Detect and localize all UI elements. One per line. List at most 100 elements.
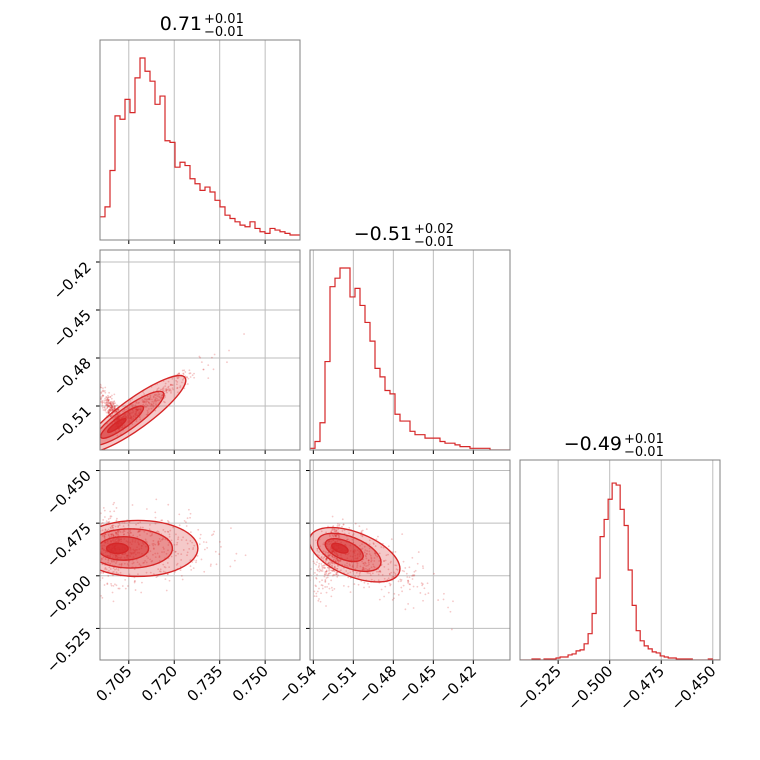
scatter-point (378, 570, 381, 573)
scatter-point (106, 583, 109, 585)
scatter-point (363, 581, 366, 584)
x-tick-label: 0.735 (183, 662, 226, 705)
scatter-point (157, 542, 160, 545)
scatter-point (146, 395, 149, 398)
scatter-point (319, 569, 322, 572)
scatter-point (347, 538, 349, 541)
scatter-point (158, 543, 160, 546)
scatter-point (107, 411, 110, 414)
scatter-point (109, 395, 112, 398)
scatter-point (144, 405, 147, 408)
scatter-point (95, 521, 97, 523)
scatter-point (109, 402, 112, 405)
scatter-point (115, 410, 118, 413)
scatter-point (333, 528, 336, 531)
scatter-point (176, 391, 179, 394)
scatter-point (104, 404, 107, 407)
axes-frame (99, 249, 301, 451)
scatter-point (213, 530, 215, 533)
scatter-point (331, 529, 334, 531)
scatter-point (147, 398, 150, 400)
scatter-point (165, 389, 168, 392)
scatter-point (176, 387, 179, 390)
scatter-point (374, 552, 377, 555)
scatter-point (154, 399, 157, 402)
scatter-point (193, 544, 196, 547)
scatter-point (95, 547, 97, 549)
scatter-point (100, 558, 103, 561)
scatter-point (361, 560, 363, 563)
scatter-point (335, 530, 338, 532)
scatter-point (147, 401, 150, 404)
y-tick-label: −0.475 (43, 519, 95, 571)
scatter-point (184, 371, 187, 373)
scatter-point (400, 580, 402, 583)
scatter-point (147, 408, 150, 410)
scatter-point (83, 558, 85, 560)
panel-title-minus: −0.01 (414, 235, 454, 250)
scatter-point (318, 587, 320, 590)
scatter-point (141, 581, 143, 584)
scatter-point (315, 592, 318, 595)
scatter-point (157, 541, 160, 543)
scatter-point (92, 387, 94, 389)
scatter-point (85, 549, 87, 551)
scatter-point (142, 401, 145, 404)
scatter-point (107, 400, 110, 402)
scatter-point (413, 574, 416, 576)
scatter-point (327, 561, 330, 564)
scatter-point (330, 560, 332, 563)
scatter-point (328, 572, 331, 575)
scatter-point (126, 563, 129, 565)
scatter-point (326, 585, 328, 588)
scatter-point (107, 534, 110, 537)
scatter-point (315, 577, 318, 580)
scatter-point (105, 411, 108, 414)
scatter-point (154, 543, 157, 546)
scatter-point (327, 525, 329, 528)
scatter-point (315, 595, 318, 598)
scatter-point (170, 383, 172, 386)
scatter-point (166, 388, 169, 391)
scatter-point (375, 538, 378, 541)
scatter-point (363, 568, 366, 571)
scatter-point (426, 582, 429, 585)
scatter-point (304, 599, 306, 601)
scatter-point (365, 557, 368, 560)
scatter-point (339, 559, 342, 562)
scatter-point (416, 585, 419, 588)
scatter-point (409, 583, 411, 586)
scatter-point (112, 570, 115, 573)
scatter-point (392, 575, 395, 578)
scatter-point (134, 404, 137, 407)
scatter-point (138, 416, 141, 418)
scatter-point (102, 506, 105, 509)
scatter-point (110, 406, 113, 409)
scatter-point (320, 555, 323, 558)
scatter-point (104, 401, 107, 404)
scatter-point (349, 591, 352, 594)
scatter-point (150, 407, 153, 410)
scatter-point (118, 529, 121, 532)
scatter-point (112, 526, 114, 529)
scatter-point (390, 538, 393, 541)
scatter-point (112, 584, 115, 587)
scatter-point (94, 396, 96, 398)
x-tick-label: −0.45 (395, 662, 440, 707)
scatter-point (159, 540, 162, 543)
scatter-point (107, 411, 110, 413)
scatter-point (327, 567, 330, 569)
scatter-point (146, 409, 149, 412)
scatter-point (122, 410, 124, 413)
x-tick-label: −0.525 (513, 662, 565, 714)
scatter-point (165, 390, 167, 393)
scatter-point (321, 587, 324, 590)
scatter-point (111, 401, 114, 404)
scatter-point (402, 560, 405, 563)
scatter-point (145, 540, 147, 543)
scatter-point (146, 398, 148, 401)
scatter-point (180, 553, 183, 555)
scatter-point (110, 582, 112, 585)
scatter-point (107, 399, 110, 402)
scatter-point (422, 565, 424, 568)
